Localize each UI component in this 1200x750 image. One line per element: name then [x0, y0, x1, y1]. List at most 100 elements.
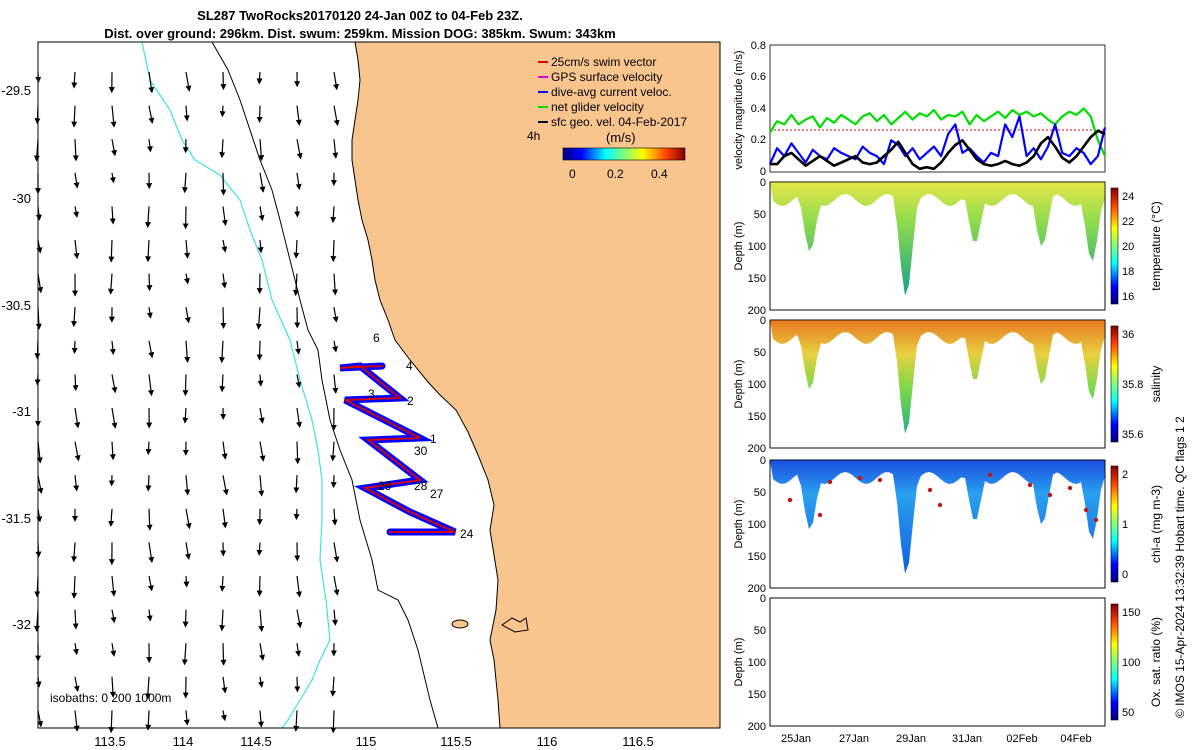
colorbar-tick: 50 [1122, 707, 1134, 719]
svg-text:© IMOS 15-Apr-2024 13:32:39 Ho: © IMOS 15-Apr-2024 13:32:39 Hobart time.… [1173, 416, 1187, 718]
time-x-tick: 02Feb [1006, 733, 1037, 745]
current-vector-arrow [258, 475, 265, 497]
chla-sample-dot [927, 487, 933, 493]
current-vector-arrow [219, 340, 226, 364]
chla-sample-dot [1093, 517, 1099, 523]
current-vector-arrow [72, 139, 79, 162]
current-vector-arrow [221, 273, 228, 289]
x-tick: 113.5 [94, 734, 126, 749]
current-vector-arrow [219, 374, 226, 393]
current-vector-arrow [110, 643, 117, 657]
current-vector-arrow [295, 643, 302, 657]
current-vector-arrow [72, 643, 79, 656]
current-vector-arrow [182, 407, 189, 424]
section-data-field [770, 182, 1105, 296]
current-vector-arrow [145, 475, 152, 492]
current-vector-arrow [257, 676, 264, 688]
current-vector-arrow [109, 441, 116, 461]
section-colorbar [1110, 325, 1119, 443]
current-vector-arrow [109, 206, 116, 225]
current-vector-arrow [293, 710, 300, 732]
chla-sample-dot [857, 475, 863, 481]
current-vector-arrow [181, 643, 188, 666]
chla-sample-dot [1067, 485, 1073, 491]
time-x-tick: 31Jan [952, 733, 982, 745]
y-tick: -29.5 [1, 83, 31, 98]
depth-tick: 100 [748, 657, 766, 669]
chla-sample-dot [827, 479, 833, 485]
current-vector-arrow [73, 206, 79, 218]
current-vector-arrow [146, 139, 153, 153]
current-vector-arrow [257, 710, 264, 728]
x-tick: 114.5 [240, 734, 272, 749]
svg-text:dive-avg current veloc.: dive-avg current veloc. [551, 85, 672, 99]
current-vector-arrow [256, 71, 263, 85]
current-vector-arrow [184, 475, 191, 496]
current-vector-arrow [293, 239, 300, 259]
current-vector-arrow [333, 575, 340, 596]
map-land [352, 42, 720, 728]
colorbar-title: (m/s) [606, 130, 636, 145]
current-vector-arrow [145, 239, 152, 263]
chla-sample-dot [937, 502, 943, 508]
current-vector-arrow [111, 407, 118, 429]
current-vector-arrow [221, 676, 228, 694]
current-vector-arrow [71, 340, 78, 354]
current-vector-arrow [220, 307, 227, 329]
x-tick: 115.5 [440, 734, 472, 749]
x-tick: 115 [356, 734, 377, 749]
current-vector-arrow [183, 273, 190, 285]
depth-tick: 150 [748, 689, 766, 701]
colorbar-tick: 22 [1122, 216, 1134, 228]
day-label: 30 [414, 444, 428, 458]
current-vector-arrow [73, 239, 80, 260]
current-vector-arrow [333, 542, 340, 563]
colorbar-tick: 150 [1122, 607, 1140, 619]
vel-y-tick: 0.6 [751, 71, 766, 83]
current-vector-arrow [221, 239, 228, 253]
current-vector-arrow [256, 542, 263, 556]
x-tick: 114 [173, 734, 194, 749]
current-vector-arrow [258, 206, 265, 222]
current-vector-arrow [255, 307, 262, 330]
current-vector-arrow [330, 239, 337, 263]
current-vector-arrow [221, 206, 228, 227]
current-vector-arrow [332, 139, 339, 159]
current-vector-arrow [144, 676, 151, 700]
current-vector-arrow [72, 374, 79, 392]
depth-tick: 0 [760, 455, 766, 467]
current-vector-arrow [219, 105, 226, 118]
current-vector-arrow [183, 575, 190, 588]
current-vector-arrow [185, 542, 191, 560]
depth-ylabel: Depth (m) [733, 500, 745, 549]
island [501, 617, 529, 633]
current-vector-arrow [111, 374, 118, 394]
svg-text:25cm/s swim vector: 25cm/s swim vector [551, 55, 656, 69]
depth-tick: 150 [748, 411, 766, 423]
current-vector-arrow [72, 609, 79, 630]
depth-tick: 50 [754, 347, 766, 359]
current-vector-arrow [256, 575, 263, 597]
current-vector-arrow [110, 609, 117, 624]
x-tick: 116.5 [622, 734, 654, 749]
current-vector-arrow [222, 475, 229, 496]
chla-sample-dot [817, 512, 823, 518]
velocity-series [768, 107, 1107, 171]
y-tick: -30.5 [1, 298, 31, 313]
current-vector-arrow [145, 441, 152, 456]
velocity-series-line [770, 129, 1106, 171]
section-data-field [770, 320, 1105, 434]
section-colorbar [1110, 187, 1119, 305]
legend-item: net glider velocity [538, 100, 644, 114]
current-vector-arrow [330, 441, 337, 462]
current-vector-arrow [258, 407, 265, 424]
section-colorbar [1110, 603, 1119, 721]
colorbar-tick: 1 [1122, 519, 1128, 531]
current-vector-arrow [257, 239, 264, 254]
colorbar-label: Ox. sat. ratio (%) [1149, 617, 1163, 707]
current-vector-arrow [332, 307, 339, 323]
colorbar-tick: 0 [1122, 569, 1128, 581]
colorbar-tick: 18 [1122, 266, 1134, 278]
legend-item: 25cm/s swim vector [538, 55, 656, 69]
